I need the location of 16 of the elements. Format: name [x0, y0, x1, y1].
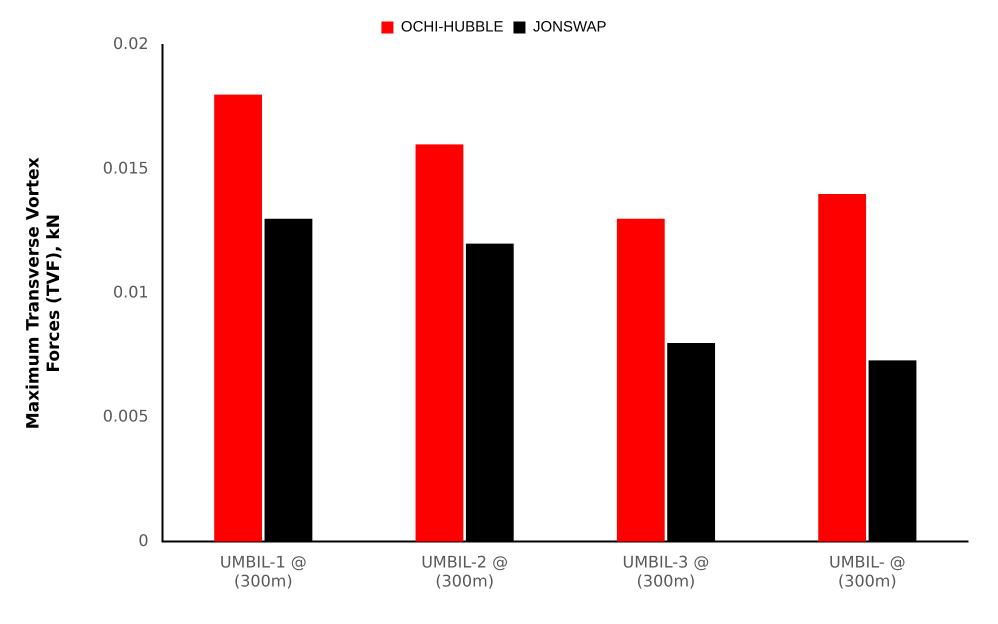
bar [616, 218, 665, 542]
y-tick-label: 0.02 [112, 34, 149, 54]
bar [416, 144, 464, 542]
bar [818, 194, 866, 542]
y-axis-title: Maximum Transverse Vortex Forces (TVF), kN [24, 157, 64, 430]
y-tick-label: 0 [138, 530, 149, 550]
x-tick-label: UMBIL-1 @ (300m) [220, 552, 307, 591]
y-tick-label: 0.005 [102, 406, 149, 426]
y-tick-label: 0.015 [102, 158, 149, 178]
legend-label: OCHI-HUBBLE [400, 18, 504, 36]
x-tick-label: UMBIL-3 @ (300m) [622, 552, 710, 591]
legend-label: JONSWAP [532, 18, 607, 36]
x-tick-label: UMBIL-2 @ (300m) [421, 552, 508, 591]
y-tick-label: 0.01 [112, 282, 149, 302]
bar [214, 94, 262, 542]
x-tick-label: UMBIL- @ (300m) [828, 552, 906, 591]
